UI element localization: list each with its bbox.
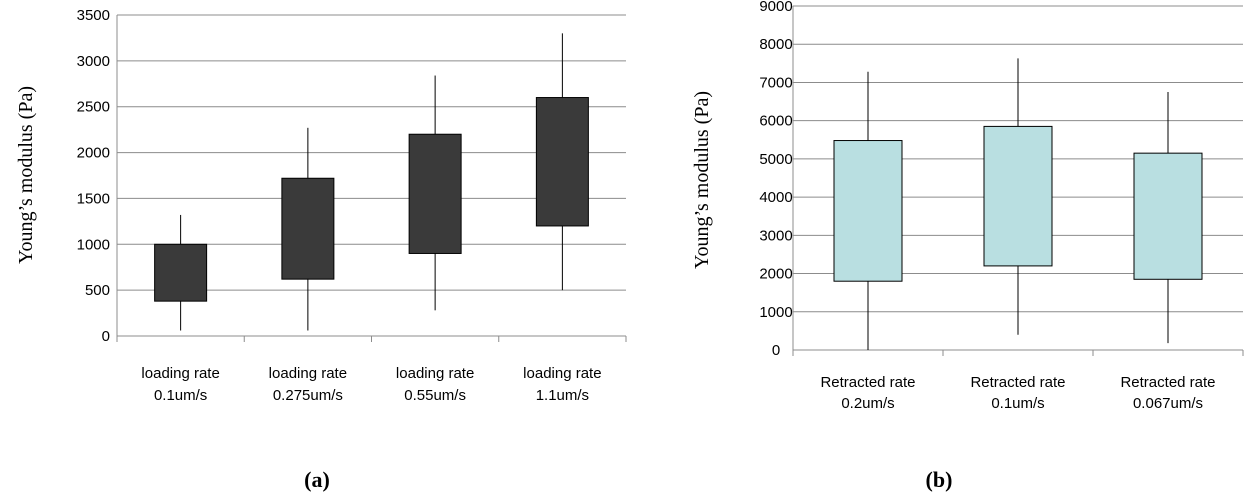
y-tick-label: 500 — [85, 282, 110, 299]
y-tick-label: 6000 — [759, 113, 792, 130]
y-tick-label: 0 — [102, 328, 110, 345]
y-tick-label: 3000 — [77, 53, 110, 70]
x-category-label: loading rate 1.1um/s — [523, 365, 601, 404]
x-category-label: Retracted rate 0.067um/s — [1120, 374, 1215, 412]
y-tick-label: 2500 — [77, 99, 110, 116]
y-tick-label: 1000 — [77, 236, 110, 253]
y-tick-label: 8000 — [759, 36, 792, 53]
y-tick-label: 4000 — [759, 189, 792, 206]
box — [154, 243, 208, 302]
y-tick-label: 2000 — [77, 145, 110, 162]
box — [535, 97, 589, 227]
x-category-label: loading rate 0.275um/s — [269, 365, 347, 404]
y-tick-label: 1000 — [759, 304, 792, 321]
y-tick-label: 3000 — [759, 227, 792, 244]
y-tick-label: 0 — [772, 342, 780, 359]
y-axis-title: Young’s modulus (Pa) — [15, 86, 37, 264]
chart-a: 0 500 1000 1500 2000 2500 3000 3500 loading rate… — [15, 7, 627, 404]
x-category-label: Retracted rate 0.1um/s — [970, 374, 1065, 412]
box — [281, 177, 335, 280]
y-tick-label: 7000 — [759, 74, 792, 91]
box — [983, 125, 1053, 267]
y-axis-title: Young’s modulus (Pa) — [691, 91, 713, 269]
x-category-label: Retracted rate 0.2um/s — [820, 374, 915, 412]
y-tick-label: 3500 — [77, 7, 110, 24]
box — [833, 140, 903, 282]
y-tick-label: 2000 — [759, 266, 792, 283]
x-category-label: loading rate 0.55um/s — [396, 365, 474, 404]
y-tick-label: 9000 — [759, 0, 792, 15]
panel-label-a: (a) — [304, 467, 330, 492]
box — [408, 133, 462, 254]
y-tick-label: 1500 — [77, 190, 110, 207]
box — [1133, 152, 1203, 280]
y-tick-label: 5000 — [759, 151, 792, 168]
chart-b: 0 1000 2000 3000 4000 5000 6000 7000 8000 9000 Ret… — [691, 0, 1244, 412]
panel-label-b: (b) — [926, 467, 953, 492]
x-category-label: loading rate 0.1um/s — [141, 365, 219, 404]
